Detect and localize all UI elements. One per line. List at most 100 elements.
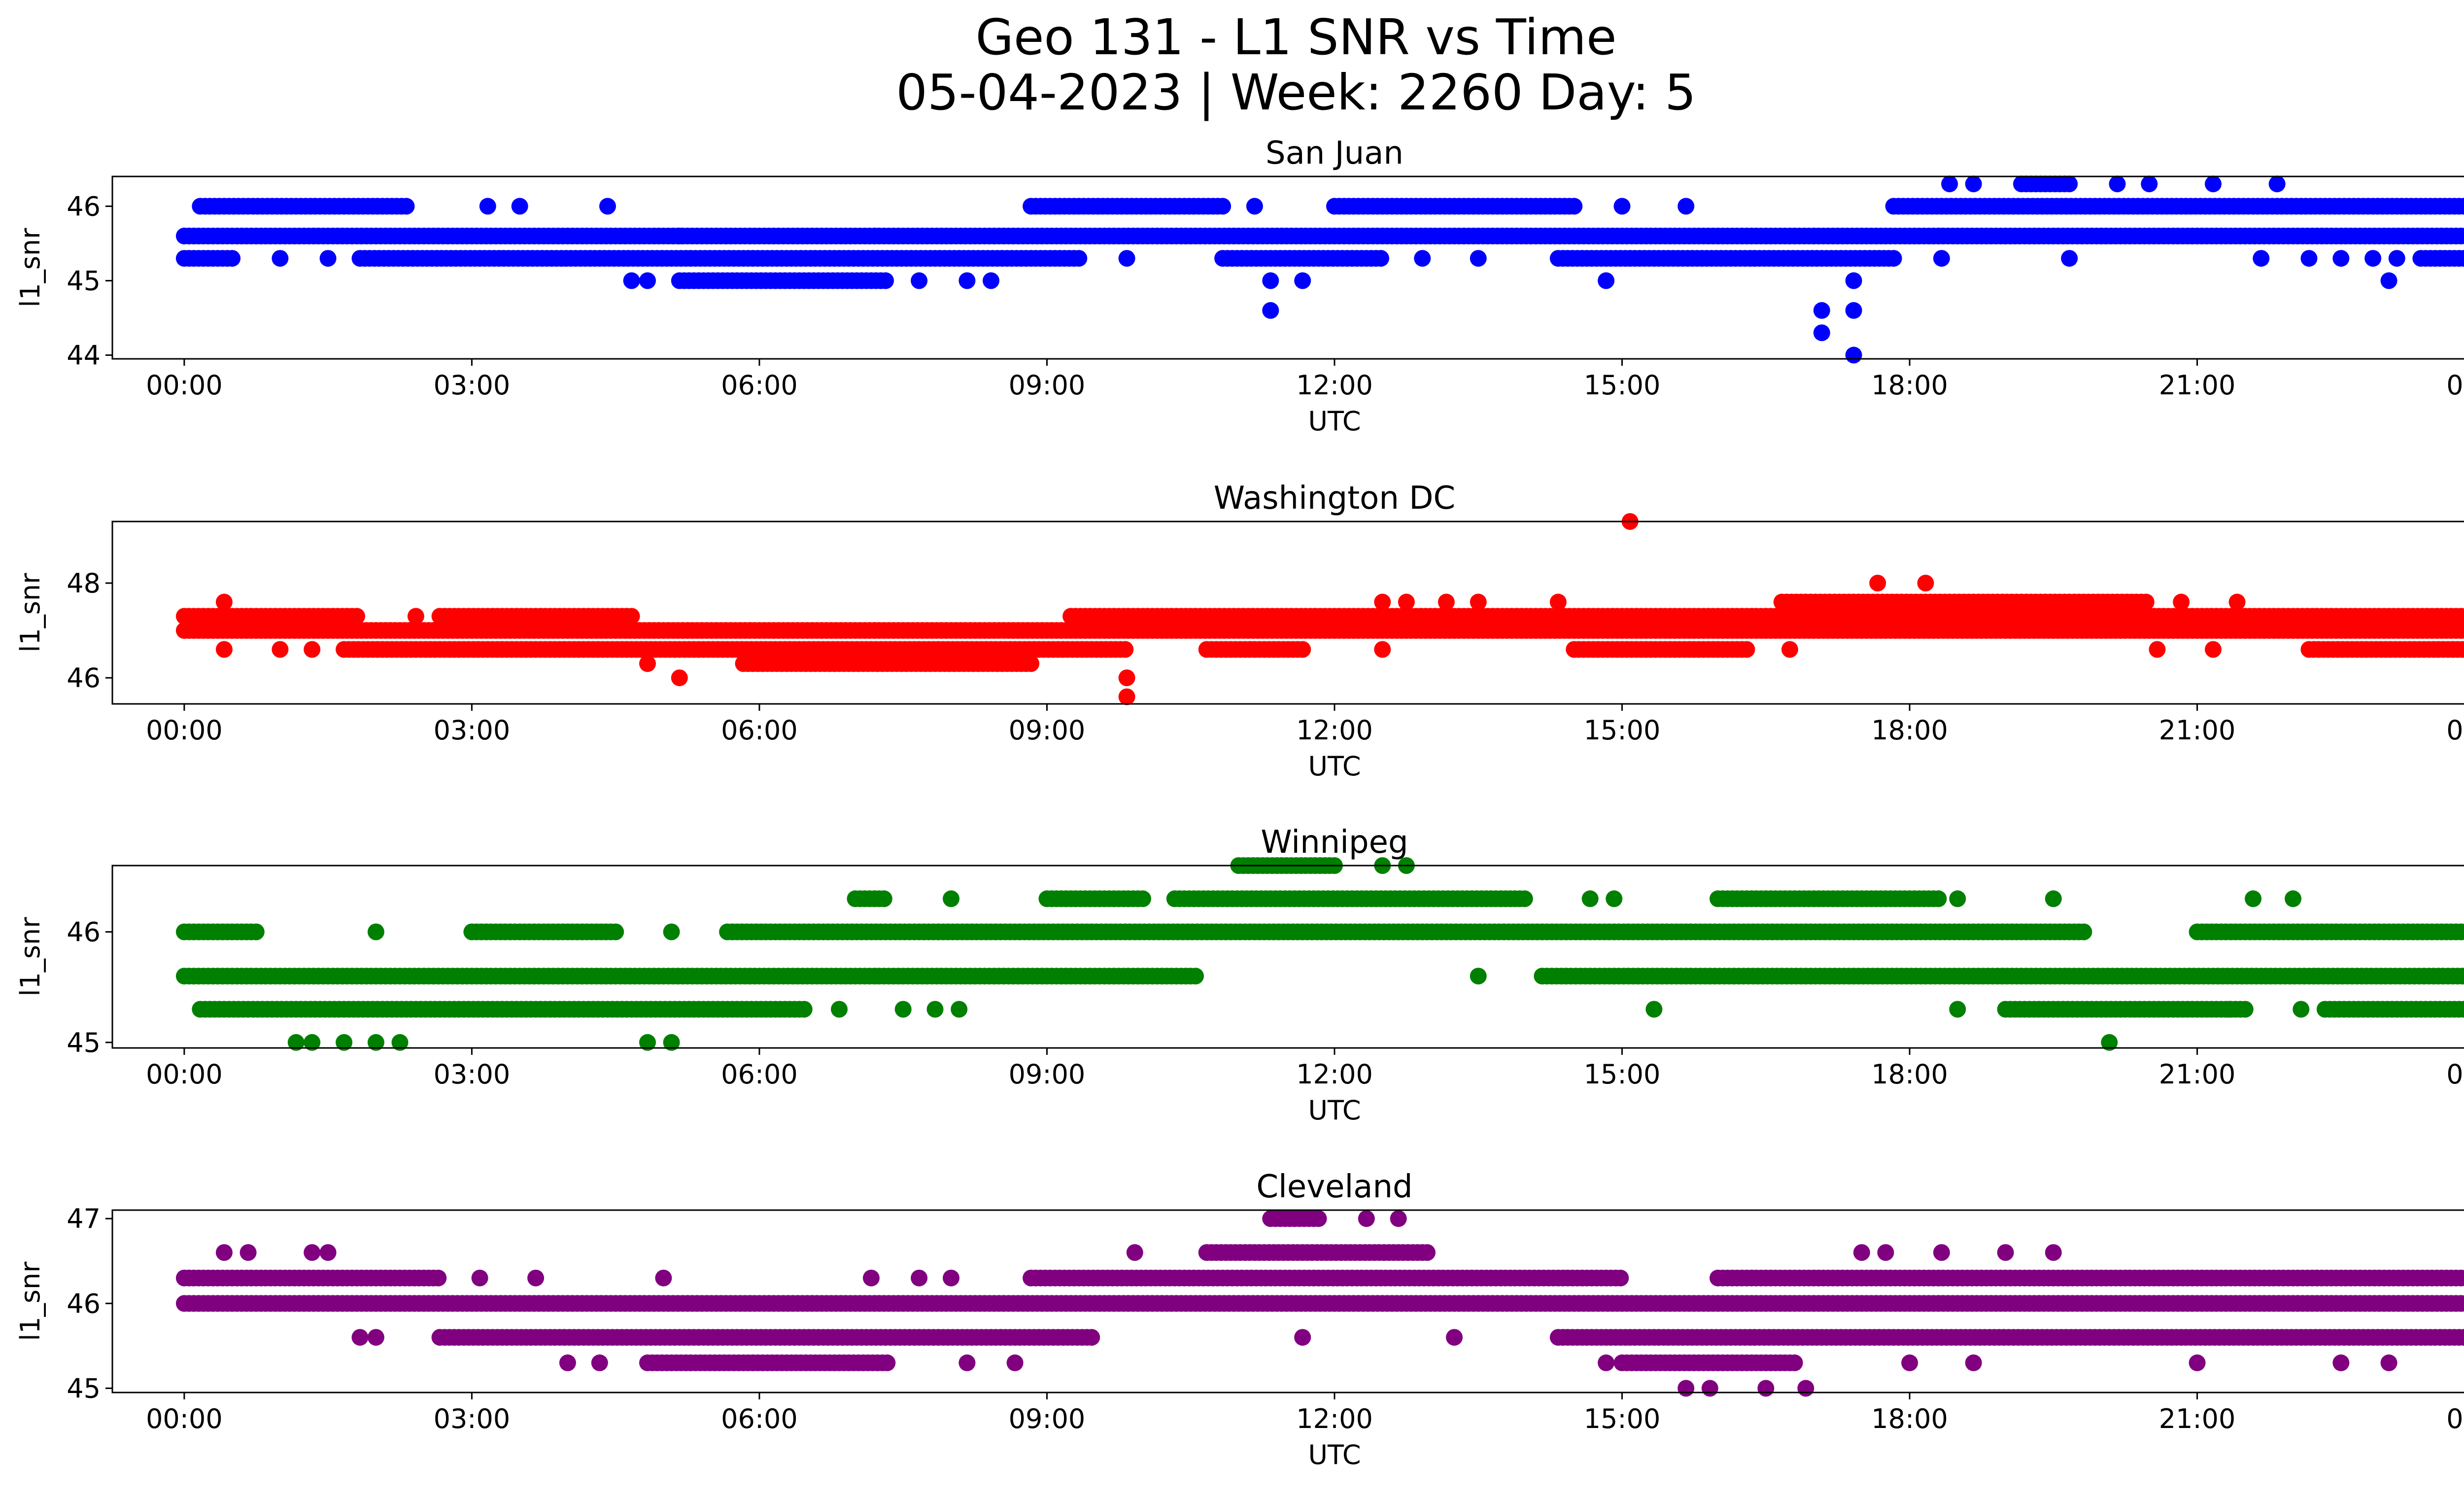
- y-axis-label: l1_snr: [15, 917, 46, 997]
- x-tick-label: 18:00: [1871, 1059, 1948, 1090]
- data-point: [368, 924, 384, 940]
- x-tick-label: 15:00: [1584, 370, 1661, 401]
- x-tick-label: 00:00: [2446, 1059, 2464, 1090]
- data-point: [2075, 924, 2092, 940]
- x-tick-label: 18:00: [1871, 370, 1948, 401]
- data-point: [911, 272, 927, 289]
- data-point: [1294, 641, 1311, 658]
- data-point: [248, 924, 265, 940]
- y-tick-label: 46: [67, 662, 101, 694]
- data-point: [2269, 175, 2286, 192]
- data-point: [408, 608, 424, 625]
- data-point: [272, 641, 288, 658]
- y-tick-label: 48: [67, 568, 101, 599]
- data-point: [877, 272, 894, 289]
- figure-title-line2: 05-04-2023 | Week: 2260 Day: 5: [896, 64, 1696, 121]
- x-tick-label: 03:00: [434, 715, 511, 746]
- data-point: [2301, 250, 2318, 267]
- data-point: [472, 1270, 488, 1287]
- x-axis-label: UTC: [1308, 406, 1361, 437]
- figure-title-line1: Geo 131 - L1 SNR vs Time: [976, 8, 1617, 66]
- data-point: [1550, 593, 1567, 610]
- x-tick-label: 09:00: [1009, 370, 1086, 401]
- data-point: [1738, 641, 1755, 658]
- data-point: [1214, 198, 1231, 214]
- subplot-title: Winnipeg: [1261, 824, 1408, 861]
- x-tick-label: 00:00: [146, 715, 223, 746]
- data-point: [1398, 593, 1415, 610]
- data-point: [983, 272, 999, 289]
- data-point: [2045, 890, 2062, 907]
- data-point: [1941, 175, 1958, 192]
- data-point: [2293, 1001, 2309, 1018]
- data-point: [1786, 1355, 1803, 1371]
- data-point: [2149, 641, 2166, 658]
- x-tick-label: 21:00: [2159, 1059, 2236, 1090]
- data-point: [1134, 890, 1151, 907]
- data-point: [1566, 198, 1582, 214]
- x-tick-label: 21:00: [2159, 370, 2236, 401]
- data-point: [663, 924, 680, 940]
- data-point: [639, 655, 656, 672]
- x-tick-label: 12:00: [1296, 715, 1373, 746]
- subplot-title: San Juan: [1266, 135, 1403, 172]
- data-point: [1119, 250, 1135, 267]
- x-tick-label: 00:00: [2446, 715, 2464, 746]
- data-point: [2141, 175, 2157, 192]
- data-point: [1814, 302, 1830, 319]
- data-point: [1262, 272, 1279, 289]
- data-point: [895, 1001, 912, 1018]
- data-point: [240, 1244, 257, 1261]
- y-axis-label: l1_snr: [15, 228, 46, 308]
- data-point: [1781, 641, 1798, 658]
- data-point: [224, 250, 240, 267]
- data-point: [216, 593, 233, 610]
- data-point: [671, 228, 688, 244]
- data-point: [320, 1244, 337, 1261]
- subplot-title: Washington DC: [1214, 480, 1455, 517]
- data-point: [623, 272, 640, 289]
- x-tick-label: 18:00: [1871, 715, 1948, 746]
- data-point: [1965, 175, 1982, 192]
- data-point: [1614, 198, 1631, 214]
- x-tick-label: 15:00: [1584, 715, 1661, 746]
- y-axis-label: l1_snr: [15, 573, 46, 653]
- data-point: [2285, 890, 2301, 907]
- data-point: [943, 890, 959, 907]
- data-point: [1414, 250, 1431, 267]
- data-point: [639, 272, 656, 289]
- data-point: [2061, 250, 2078, 267]
- data-point: [1438, 593, 1455, 610]
- data-point: [1582, 890, 1599, 907]
- data-point: [512, 198, 528, 214]
- data-point: [2221, 1001, 2237, 1018]
- data-point: [1846, 347, 1862, 363]
- data-point: [2061, 175, 2078, 192]
- x-tick-label: 06:00: [721, 1059, 798, 1090]
- data-point: [1470, 593, 1487, 610]
- x-tick-label: 03:00: [434, 370, 511, 401]
- data-point: [958, 272, 975, 289]
- x-tick-label: 06:00: [721, 370, 798, 401]
- x-tick-label: 00:00: [2446, 370, 2464, 401]
- data-point: [1470, 968, 1487, 984]
- data-point: [1949, 890, 1966, 907]
- x-tick-label: 00:00: [146, 370, 223, 401]
- data-point: [1262, 302, 1279, 319]
- data-point: [831, 1001, 848, 1018]
- x-axis-label: UTC: [1308, 751, 1361, 782]
- y-tick-label: 44: [67, 340, 101, 371]
- data-point: [1949, 1001, 1966, 1018]
- data-point: [796, 1001, 813, 1018]
- data-point: [1814, 324, 1830, 341]
- data-point: [607, 924, 624, 940]
- data-point: [2389, 250, 2405, 267]
- data-point: [2364, 250, 2381, 267]
- data-point: [1246, 198, 1263, 214]
- data-point: [2138, 593, 2155, 610]
- subplot-title: Cleveland: [1256, 1169, 1412, 1205]
- data-point: [304, 641, 320, 658]
- data-point: [1119, 689, 1135, 705]
